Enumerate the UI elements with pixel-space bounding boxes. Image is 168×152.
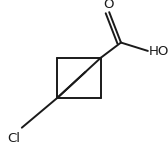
Text: HO: HO (149, 45, 168, 58)
Text: Cl: Cl (8, 132, 20, 145)
Text: O: O (103, 0, 114, 11)
